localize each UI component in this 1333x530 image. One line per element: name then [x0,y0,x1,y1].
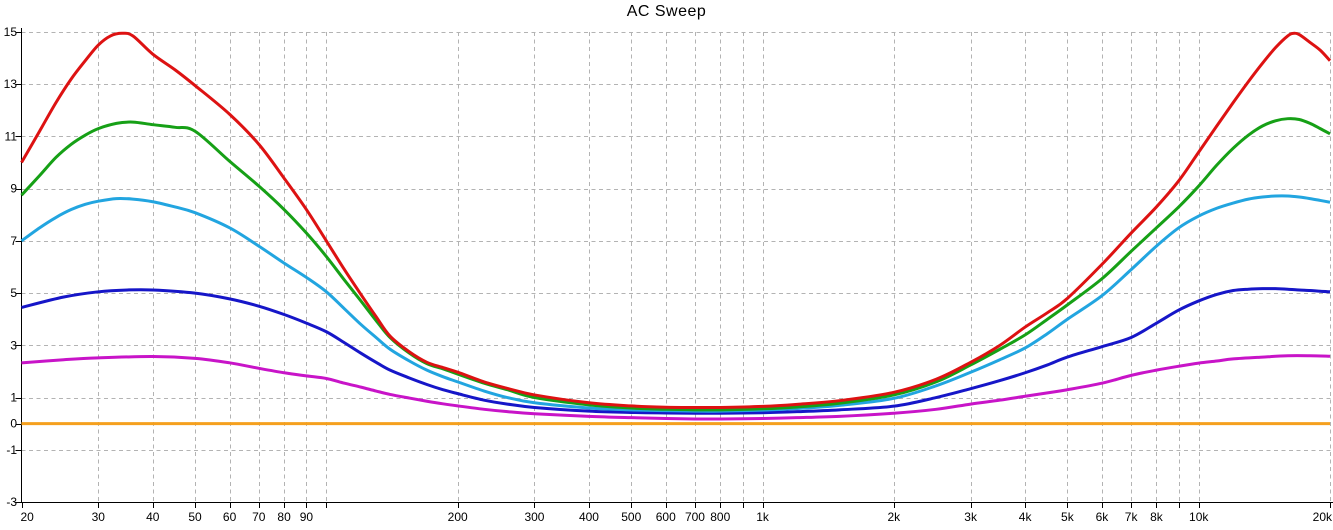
tick-labels: 15 13 11 9 7 5 3 1 0 -1 -3 20 30 40 50 60 70 80 90 200 300 40… [4,25,1333,524]
x-tick-label: 30 [92,510,106,524]
x-tick-label: 1k [756,510,770,524]
y-tick-label: 5 [10,286,17,300]
trace-magenta [21,354,1331,421]
trace-green [20,117,1331,412]
traces [20,31,1332,426]
x-tick-label: 4k [1019,510,1033,524]
y-tick-label: 11 [5,129,18,143]
x-tick-label: 300 [524,510,544,524]
y-tick-label: 7 [10,234,17,248]
x-tick-label: 50 [188,510,202,524]
x-tick-label: 20 [21,510,35,524]
x-tick-label: 2k [887,510,901,524]
x-tick-label: 200 [448,510,468,524]
y-tick-label: 9 [10,182,17,196]
x-tick-label: 10k [1189,510,1209,524]
x-tick-label: 6k [1096,510,1110,524]
x-tick-label: 7k [1125,510,1139,524]
x-tick-label: 40 [146,510,160,524]
x-tick-label: 80 [277,510,291,524]
x-tick-label: 500 [621,510,641,524]
y-tick-label: 0 [10,417,17,431]
y-tick-label: 3 [10,338,17,352]
x-tick-label: 800 [710,510,730,524]
x-tick-label: 5k [1061,510,1075,524]
x-tick-label: 3k [964,510,978,524]
x-tick-label: 20k [1313,510,1333,524]
y-tick-label: 15 [4,25,18,39]
y-tick-label: -1 [6,443,17,457]
trace-red [20,31,1332,410]
y-tick-label: 13 [4,77,18,91]
x-tick-label: 70 [252,510,266,524]
x-tick-label: 90 [300,510,314,524]
trace-blue [21,287,1331,415]
x-tick-label: 600 [656,510,676,524]
y-tick-label: 1 [10,391,17,405]
x-tick-label: 60 [223,510,237,524]
trace-cyan [20,194,1331,413]
y-tick-label: -3 [6,495,17,509]
chart-title: AC Sweep [626,3,707,20]
x-tick-label: 400 [579,510,599,524]
x-tick-label: 8k [1150,510,1164,524]
x-tick-label: 700 [685,510,705,524]
